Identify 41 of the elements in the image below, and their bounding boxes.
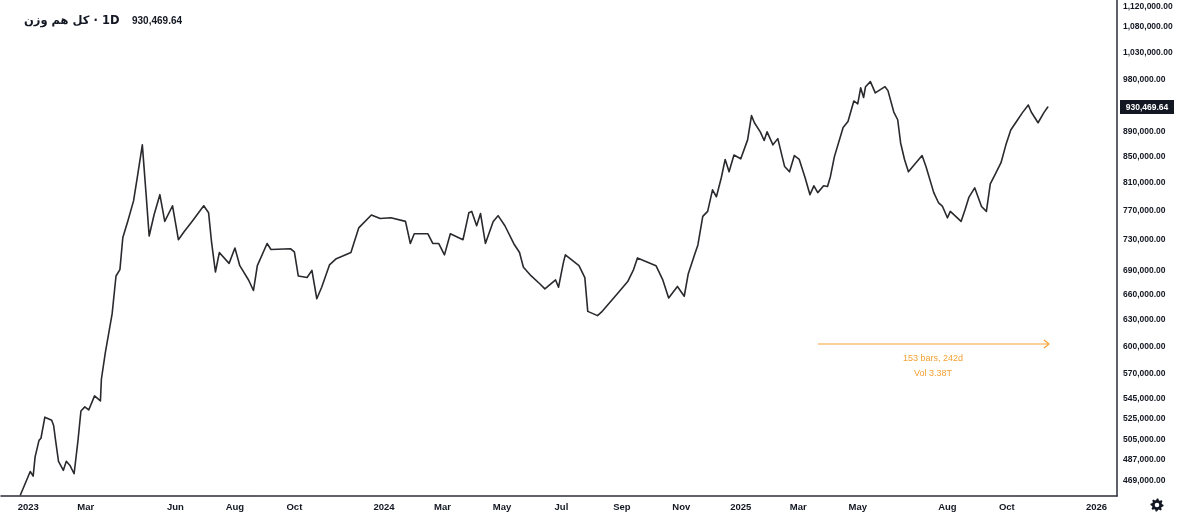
x-tick-label: May	[492, 500, 512, 512]
y-tick-label: 630,000.00	[1123, 314, 1166, 325]
y-tick-label: 980,000.00	[1123, 73, 1166, 84]
text: 930,469.64	[131, 14, 183, 26]
x-tick-label: 2023	[17, 500, 39, 512]
y-tick-label: 487,000.00	[1123, 454, 1166, 465]
y-tick-label: 660,000.00	[1123, 288, 1166, 299]
x-tick-label: Aug	[225, 500, 245, 512]
y-tick-label: 545,000.00	[1123, 392, 1166, 403]
y-tick-label: 570,000.00	[1123, 368, 1166, 379]
y-tick-label: 1,030,000.00	[1123, 46, 1173, 57]
x-tick-label: Mar	[789, 500, 808, 512]
y-tick-label: 1,080,000.00	[1123, 21, 1173, 32]
x-tick-label: Jul	[554, 500, 569, 512]
annotation: 153 bars, 242d	[902, 353, 964, 363]
y-tick-label: 505,000.00	[1123, 434, 1166, 445]
y-tick-label: 810,000.00	[1123, 177, 1166, 188]
y-tick-label: 469,000.00	[1123, 474, 1166, 485]
x-tick-label: Sep	[613, 500, 631, 512]
text: کل هم وزن · 1D	[24, 13, 120, 28]
x-tick-label: May	[848, 500, 868, 512]
y-tick-label: 600,000.00	[1123, 340, 1166, 351]
y-tick-label: 770,000.00	[1123, 204, 1166, 215]
annotation: Vol 3.38T	[913, 368, 953, 378]
y-tick-label: 1,120,000.00	[1123, 1, 1173, 12]
y-tick-label: 850,000.00	[1123, 151, 1166, 162]
x-tick-label: 2026	[1085, 500, 1108, 512]
x-tick-label: Oct	[998, 500, 1016, 512]
x-tick-label: Nov	[672, 500, 692, 512]
text: 930,469.64	[1125, 102, 1169, 113]
x-tick-label: 2025	[730, 500, 753, 512]
x-tick-label: Aug	[938, 500, 957, 512]
x-tick-label: Oct	[286, 500, 304, 512]
x-tick-label: 2024	[373, 500, 396, 512]
y-tick-label: 690,000.00	[1123, 264, 1166, 275]
y-tick-label: 730,000.00	[1123, 233, 1166, 244]
x-tick-label: Mar	[434, 500, 452, 512]
x-tick-label: Mar	[77, 500, 95, 512]
y-tick-label: 525,000.00	[1123, 413, 1166, 424]
x-tick-label: Jun	[167, 500, 185, 512]
y-tick-label: 890,000.00	[1123, 126, 1166, 137]
